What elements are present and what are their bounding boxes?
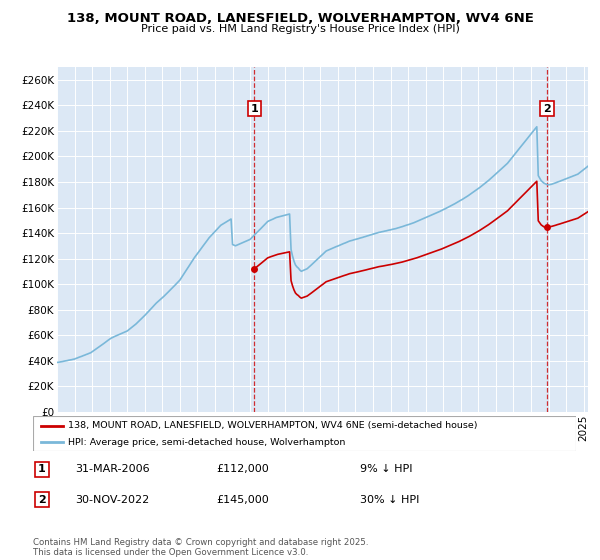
Text: 138, MOUNT ROAD, LANESFIELD, WOLVERHAMPTON, WV4 6NE (semi-detached house): 138, MOUNT ROAD, LANESFIELD, WOLVERHAMPT…	[68, 421, 478, 430]
Text: 31-MAR-2006: 31-MAR-2006	[75, 464, 149, 474]
Text: 2: 2	[543, 104, 551, 114]
Text: HPI: Average price, semi-detached house, Wolverhampton: HPI: Average price, semi-detached house,…	[68, 437, 346, 447]
Text: 138, MOUNT ROAD, LANESFIELD, WOLVERHAMPTON, WV4 6NE: 138, MOUNT ROAD, LANESFIELD, WOLVERHAMPT…	[67, 12, 533, 25]
Text: 30-NOV-2022: 30-NOV-2022	[75, 494, 149, 505]
Text: 2: 2	[38, 494, 46, 505]
Text: 30% ↓ HPI: 30% ↓ HPI	[360, 494, 419, 505]
Text: £145,000: £145,000	[216, 494, 269, 505]
Text: 1: 1	[251, 104, 259, 114]
Text: 1: 1	[38, 464, 46, 474]
Text: Contains HM Land Registry data © Crown copyright and database right 2025.
This d: Contains HM Land Registry data © Crown c…	[33, 538, 368, 557]
Text: 9% ↓ HPI: 9% ↓ HPI	[360, 464, 413, 474]
Text: £112,000: £112,000	[216, 464, 269, 474]
Text: Price paid vs. HM Land Registry's House Price Index (HPI): Price paid vs. HM Land Registry's House …	[140, 24, 460, 34]
